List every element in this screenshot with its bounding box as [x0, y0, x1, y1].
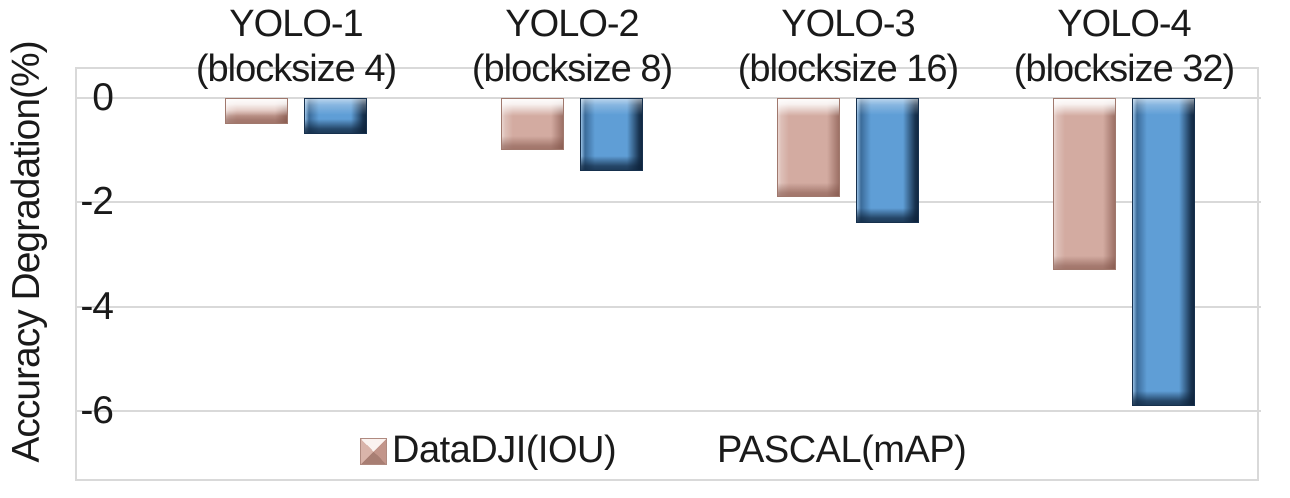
category-title: YOLO-1 — [229, 3, 363, 45]
category-title: YOLO-4 — [1057, 3, 1191, 45]
category-label-yolo-4: YOLO-4 (blocksize 32) — [954, 2, 1290, 92]
legend-marker-datadji-iou — [360, 438, 387, 465]
legend-item-label-datadji-iou: DataDJI(IOU) — [392, 429, 617, 471]
legend-item-label-pascal-map: PASCAL(mAP) — [717, 429, 967, 471]
bar-pascal-map-yolo-2 — [580, 97, 643, 171]
plot-area — [75, 67, 1259, 481]
bar-datadji-iou-yolo-2 — [501, 97, 564, 150]
category-subtitle: (blocksize 32) — [1013, 48, 1235, 90]
bar-datadji-iou-yolo-3 — [777, 97, 840, 197]
bar-datadji-iou-yolo-1 — [225, 97, 288, 124]
gridline-y--4 — [75, 305, 1261, 308]
gridline-y-0 — [75, 96, 1261, 99]
category-subtitle: (blocksize 8) — [471, 48, 673, 90]
category-label-yolo-2: YOLO-2 (blocksize 8) — [402, 2, 742, 92]
bar-pascal-map-yolo-3 — [856, 97, 919, 224]
bar-pascal-map-yolo-1 — [304, 97, 367, 135]
category-label-yolo-3: YOLO-3 (blocksize 16) — [678, 2, 1018, 92]
bar-datadji-iou-yolo-4 — [1053, 97, 1116, 271]
y-tick-label--2: -2 — [80, 180, 114, 224]
category-subtitle: (blocksize 4) — [195, 48, 397, 90]
gridline-y--2 — [75, 201, 1261, 204]
y-tick-label--4: -4 — [80, 284, 114, 328]
gridline-y--6 — [75, 410, 1261, 413]
category-title: YOLO-2 — [505, 3, 639, 45]
y-tick-label--6: -6 — [80, 389, 114, 433]
category-title: YOLO-3 — [781, 3, 915, 45]
bar-pascal-map-yolo-4 — [1132, 97, 1195, 407]
category-label-yolo-1: YOLO-1 (blocksize 4) — [126, 2, 466, 92]
y-tick-label-0: 0 — [92, 75, 114, 119]
category-subtitle: (blocksize 16) — [737, 48, 959, 90]
